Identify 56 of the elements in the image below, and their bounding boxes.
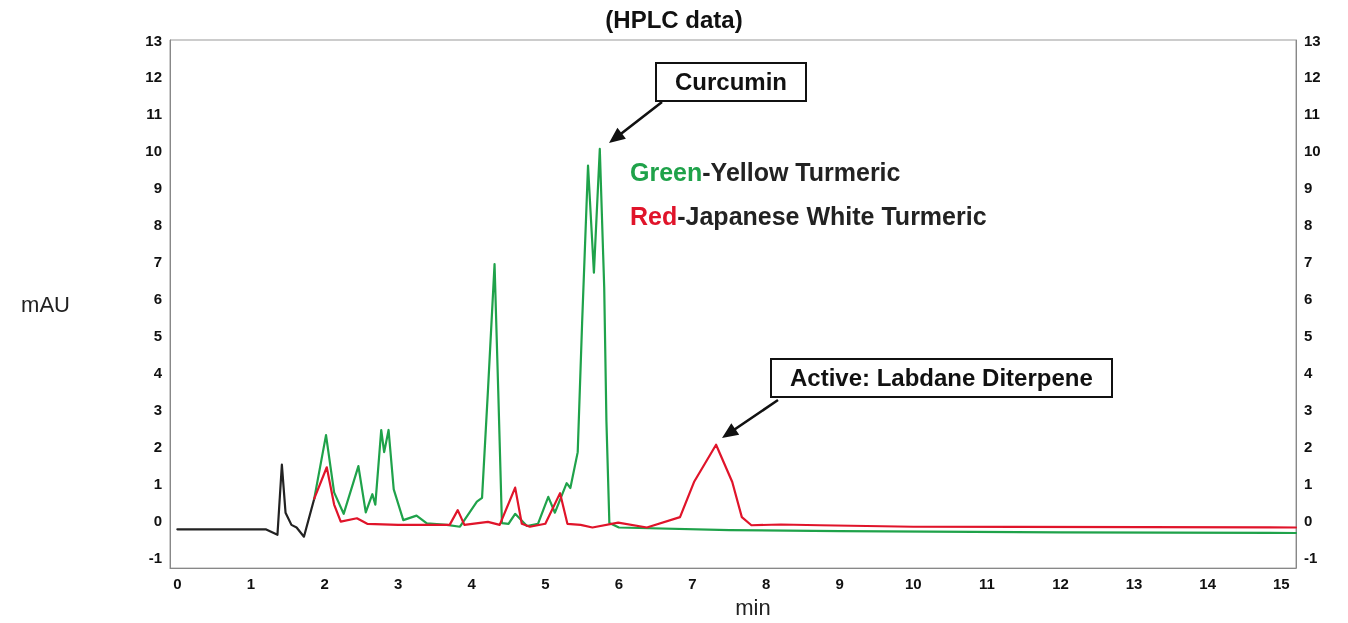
y2-tick-label: 13	[1304, 31, 1321, 49]
y-tick-label: 8	[153, 216, 162, 234]
x-tick-label: 13	[1125, 575, 1143, 593]
y-tick-label: 13	[145, 31, 162, 49]
y-tick-label: 2	[153, 437, 162, 455]
annotation: Active: Labdane Diterpene	[770, 358, 1113, 398]
x-tick-label: 0	[173, 575, 182, 593]
x-tick-label: 11	[978, 575, 995, 593]
x-tick-label: 6	[614, 575, 624, 593]
y2-tick-label: 5	[1304, 326, 1313, 344]
y-tick-label: 12	[145, 68, 162, 86]
y-tick-label: 10	[145, 142, 162, 160]
line-series	[313, 443, 1298, 529]
x-axis-title: min	[735, 594, 771, 620]
y-tick-label: 11	[146, 105, 162, 123]
x-tick-label: 15	[1272, 575, 1290, 593]
y-axis-title: mAU	[21, 291, 70, 317]
y2-tick-label: 1	[1304, 474, 1313, 492]
x-tick-label: 4	[467, 575, 477, 593]
x-tick-label: 9	[835, 575, 844, 593]
x-tick-label: 8	[761, 575, 771, 593]
y2-tick-label: 6	[1304, 290, 1313, 308]
y2-tick-label: 8	[1304, 216, 1313, 234]
line-series	[313, 147, 1298, 535]
y-tick-label: 7	[153, 253, 162, 271]
series-label: Green-Yellow Turmeric	[630, 158, 901, 186]
y2-tick-label: 11	[1304, 105, 1320, 123]
x-tick-label: 12	[1052, 575, 1069, 593]
line-series	[176, 463, 316, 538]
x-tick-label: 3	[393, 575, 403, 593]
y2-tick-label: 0	[1304, 511, 1313, 529]
chart-title: (HPLC data)	[605, 5, 743, 33]
x-tick-label: 2	[320, 575, 329, 593]
y2-tick-label: 10	[1304, 142, 1321, 160]
y-tick-label: -1	[148, 548, 162, 566]
y2-tick-label: 9	[1304, 179, 1313, 197]
y2-tick-label: 12	[1304, 68, 1321, 86]
y-tick-label: 0	[153, 511, 162, 529]
y2-tick-label: -1	[1304, 548, 1318, 566]
text: Red-Japanese White Turmeric	[630, 202, 987, 230]
y2-tick-label: 4	[1304, 363, 1313, 381]
y-tick-label: 3	[153, 400, 162, 418]
x-tick-label: 1	[246, 575, 256, 593]
y2-tick-label: 2	[1304, 437, 1313, 455]
x-tick-label: 14	[1199, 575, 1217, 593]
y2-tick-label: 3	[1304, 400, 1313, 418]
y-tick-label: 1	[153, 474, 162, 492]
y-tick-label: 9	[153, 179, 162, 197]
x-tick-label: 5	[541, 575, 550, 593]
annotation: Curcumin	[655, 62, 808, 102]
x-tick-label: 10	[904, 575, 922, 593]
x-tick-label: 7	[688, 575, 697, 593]
y2-tick-label: 7	[1304, 253, 1313, 271]
y-tick-label: 4	[153, 363, 163, 381]
y-tick-label: 6	[153, 290, 162, 308]
y-tick-label: 5	[153, 326, 162, 344]
